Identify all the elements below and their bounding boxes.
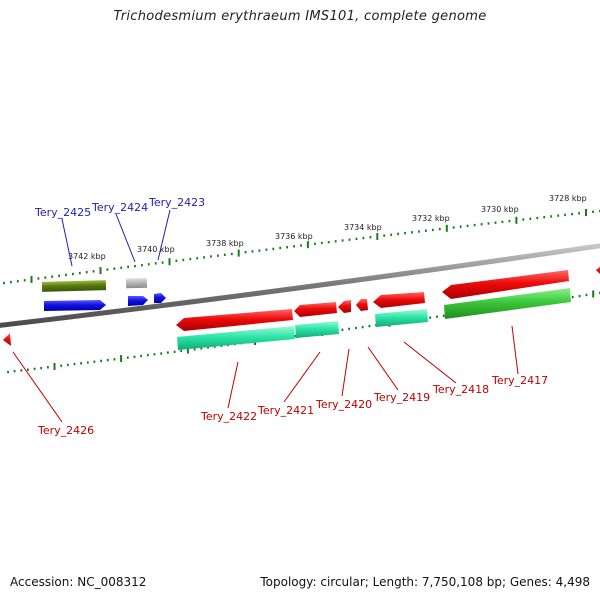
leader-tery-2421 bbox=[283, 351, 321, 403]
label-tery-2422[interactable]: Tery_2422 bbox=[200, 410, 257, 423]
genome-summary-text: Topology: circular; Length: 7,750,108 bp… bbox=[260, 575, 590, 589]
scale-label: 3740 kbp bbox=[137, 245, 175, 254]
gene-tery-2419-small-arrow[interactable] bbox=[356, 299, 368, 311]
label-tery-2426[interactable]: Tery_2426 bbox=[37, 424, 94, 437]
cds-tery-2425[interactable] bbox=[41, 280, 107, 292]
leader-tery-2425 bbox=[61, 218, 73, 267]
scale-labels: 3742 kbp 3740 kbp 3738 kbp 3736 kbp 3734 kbp… bbox=[68, 194, 587, 261]
label-tery-2417[interactable]: Tery_2417 bbox=[491, 374, 548, 387]
leader-tery-2419 bbox=[367, 346, 399, 391]
scale-label: 3728 kbp bbox=[549, 194, 587, 203]
leader-tery-2423 bbox=[157, 209, 171, 261]
gene-labels: Tery_2425 Tery_2424 Tery_2423 Tery_2426 … bbox=[34, 196, 548, 437]
gene-tery-2421-arrow[interactable] bbox=[294, 302, 337, 317]
cds-tery-2419[interactable] bbox=[375, 309, 428, 327]
gene-tery-2423-arrow[interactable] bbox=[154, 293, 166, 303]
gene-tery-2424-arrow[interactable] bbox=[128, 296, 148, 306]
leader-tery-2418 bbox=[403, 341, 457, 384]
gene-tery-2426-arrow[interactable] bbox=[3, 333, 11, 346]
scale-label: 3742 kbp bbox=[68, 252, 106, 261]
gene-tery-2420-arrow[interactable] bbox=[338, 300, 351, 313]
scale-label: 3732 kbp bbox=[412, 214, 450, 223]
leader-tery-2424 bbox=[115, 213, 136, 263]
scale-label: 3734 kbp bbox=[344, 223, 382, 232]
cds-tery-2422[interactable] bbox=[177, 326, 295, 350]
gene-tery-2418-arrow[interactable] bbox=[442, 270, 569, 299]
leader-tery-2417 bbox=[511, 325, 519, 375]
gene-tery-2422-arrow[interactable] bbox=[176, 309, 293, 331]
leader-tery-2420 bbox=[341, 348, 350, 397]
label-leader-lines bbox=[12, 209, 519, 423]
gene-tery-2425-arrow[interactable] bbox=[44, 300, 106, 311]
accession-text: Accession: NC_008312 bbox=[10, 575, 147, 589]
label-tery-2421[interactable]: Tery_2421 bbox=[257, 404, 314, 417]
outer-scale-ticks bbox=[3, 209, 600, 285]
leader-tery-2426 bbox=[12, 351, 63, 423]
label-tery-2419[interactable]: Tery_2419 bbox=[373, 391, 430, 404]
scale-label: 3730 kbp bbox=[481, 205, 519, 214]
label-tery-2423[interactable]: Tery_2423 bbox=[148, 196, 205, 209]
label-tery-2418[interactable]: Tery_2418 bbox=[432, 383, 489, 396]
map-title: Trichodesmium erythraeum IMS101, complet… bbox=[113, 9, 487, 24]
label-tery-2424[interactable]: Tery_2424 bbox=[91, 201, 148, 214]
genome-backbone bbox=[0, 243, 600, 328]
gene-tery-2419-arrow[interactable] bbox=[373, 292, 425, 308]
scale-label: 3738 kbp bbox=[206, 239, 244, 248]
cds-tery-2418[interactable] bbox=[444, 288, 571, 319]
scale-label: 3736 kbp bbox=[275, 232, 313, 241]
cds-tery-2424[interactable] bbox=[125, 277, 148, 289]
leader-tery-2422 bbox=[227, 361, 239, 409]
gene-edge-arrow[interactable] bbox=[596, 265, 600, 276]
label-tery-2425[interactable]: Tery_2425 bbox=[34, 206, 91, 219]
cds-tery-2421[interactable] bbox=[295, 321, 339, 338]
label-tery-2420[interactable]: Tery_2420 bbox=[315, 398, 372, 411]
